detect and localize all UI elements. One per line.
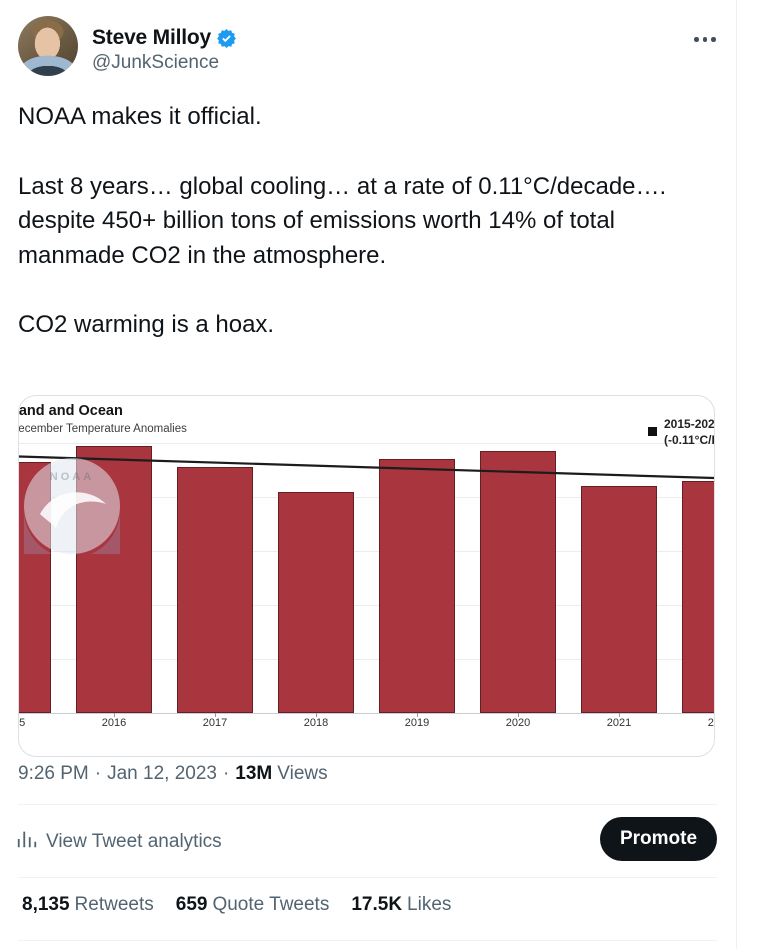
- x-axis-label: 2015: [19, 717, 26, 729]
- author-name[interactable]: Steve Milloy: [92, 26, 211, 49]
- tweet-paragraph: Last 8 years… global cooling… at a rate …: [18, 172, 667, 269]
- likes-stat[interactable]: 17.5K Likes: [351, 894, 452, 915]
- gridline: [19, 443, 714, 444]
- view-analytics-label[interactable]: View Tweet analytics: [46, 831, 222, 852]
- author-row[interactable]: Steve Milloy: [92, 26, 237, 50]
- chart-subtitle: December Temperature Anomalies: [18, 423, 187, 435]
- x-axis: [19, 713, 714, 714]
- chart-bar-2021: [581, 486, 657, 713]
- x-axis-label: 2022: [707, 717, 714, 729]
- tweet-meta: 9:26 PM · Jan 12, 2023 · 13M Views: [18, 763, 328, 784]
- divider: [18, 877, 717, 878]
- legend-marker: [648, 427, 657, 436]
- chart-bar-2020: [480, 451, 556, 713]
- views-count: 13M: [235, 763, 273, 784]
- tweet-stats: 8,135 Retweets 659 Quote Tweets 17.5K Li…: [22, 894, 451, 916]
- promote-button[interactable]: Promote: [600, 817, 717, 861]
- legend-line2: (-0.11°C/D: [664, 433, 715, 447]
- retweets-stat[interactable]: 8,135 Retweets: [22, 894, 154, 915]
- tweet-text: NOAA makes it official. Last 8 years… gl…: [18, 100, 683, 378]
- divider: [18, 940, 717, 941]
- chart-bar-2017: [177, 467, 253, 713]
- x-axis-label: 2020: [505, 717, 531, 729]
- author-handle[interactable]: @JunkScience: [92, 52, 220, 73]
- avatar[interactable]: [18, 16, 78, 76]
- quote-tweets-stat[interactable]: 659 Quote Tweets: [175, 894, 330, 915]
- legend-line1: 2015-2022: [664, 417, 715, 431]
- gridline: [19, 551, 714, 552]
- gridline: [19, 605, 714, 606]
- views-label: Views: [277, 763, 328, 784]
- chart-plot: 2015 2016 2017 2018 2019 2020 2021 2022: [19, 396, 714, 756]
- axis-tick: [417, 713, 418, 717]
- tweet-paragraph: CO2 warming is a hoax.: [18, 311, 275, 338]
- axis-tick: [114, 713, 115, 717]
- gridline: [19, 497, 714, 498]
- chart-bar-2018: [278, 491, 354, 713]
- chart-title: Land and Ocean: [18, 403, 123, 419]
- x-axis-label: 2017: [202, 717, 228, 729]
- chart-card[interactable]: 20152016201720182019202020212022 NOAA La…: [18, 395, 715, 757]
- divider: [18, 804, 717, 805]
- timestamp-time: 9:26 PM: [18, 763, 89, 784]
- x-axis-label: 2016: [101, 717, 127, 729]
- bar-chart-icon: [16, 828, 38, 856]
- tweet-paragraph: NOAA makes it official.: [18, 103, 262, 130]
- chart-bar-2016: [76, 445, 152, 713]
- chart-bar-2019: [379, 459, 455, 713]
- view-analytics-link[interactable]: View Tweet analytics: [16, 828, 222, 856]
- verified-badge-icon: [216, 28, 237, 49]
- chart-bar-2015: [19, 461, 51, 713]
- axis-tick: [215, 713, 216, 717]
- timestamp-date: Jan 12, 2023: [107, 763, 217, 784]
- axis-tick: [316, 713, 317, 717]
- x-axis-label: 2021: [606, 717, 632, 729]
- axis-tick: [518, 713, 519, 717]
- axis-tick: [619, 713, 620, 717]
- chart-bar-2022: [682, 480, 714, 713]
- right-edge-divider: [736, 0, 737, 949]
- gridline: [19, 659, 714, 660]
- more-menu-icon[interactable]: [690, 33, 720, 46]
- x-axis-label: 2019: [404, 717, 430, 729]
- x-axis-label: 2018: [303, 717, 329, 729]
